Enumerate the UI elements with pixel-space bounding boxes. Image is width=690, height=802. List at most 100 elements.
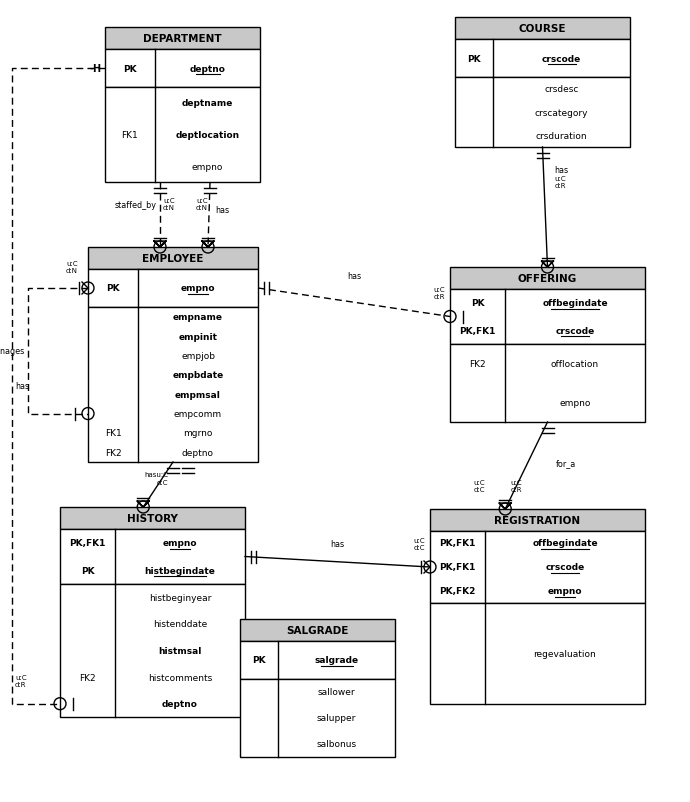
Bar <box>450 290 645 345</box>
Text: d:C: d:C <box>157 480 168 485</box>
Text: offbegindate: offbegindate <box>542 299 608 308</box>
Text: u:C
d:C: u:C d:C <box>413 537 425 550</box>
Text: PK,FK1: PK,FK1 <box>440 563 475 572</box>
Text: crsdesc: crsdesc <box>544 85 579 94</box>
Bar <box>430 532 645 603</box>
Bar <box>240 619 395 642</box>
Text: hasu:C: hasu:C <box>144 472 168 477</box>
Text: sallower: sallower <box>317 687 355 697</box>
Text: histbeginyear: histbeginyear <box>149 593 211 602</box>
Bar <box>455 78 630 148</box>
Text: DEPARTMENT: DEPARTMENT <box>144 34 221 44</box>
Bar <box>105 28 260 50</box>
Text: deptno: deptno <box>190 64 226 74</box>
Text: mgrno: mgrno <box>184 429 213 438</box>
Text: FK2: FK2 <box>79 673 96 682</box>
Text: EMPLOYEE: EMPLOYEE <box>142 253 204 264</box>
Bar <box>450 345 645 423</box>
Text: offlocation: offlocation <box>551 359 599 369</box>
Text: salupper: salupper <box>317 714 356 723</box>
Text: FK1: FK1 <box>121 131 139 140</box>
Text: PK: PK <box>81 566 95 575</box>
Text: empno: empno <box>163 539 197 548</box>
Text: REGISTRATION: REGISTRATION <box>495 516 580 525</box>
Text: deptname: deptname <box>181 99 233 108</box>
Bar <box>60 529 245 585</box>
Text: PK: PK <box>467 55 481 63</box>
Text: u:C
d:N: u:C d:N <box>66 261 78 273</box>
Text: crsduration: crsduration <box>535 132 587 140</box>
Text: u:C
d:R: u:C d:R <box>15 674 27 687</box>
Text: PK,FK1: PK,FK1 <box>440 539 475 548</box>
Text: has: has <box>347 272 361 281</box>
Text: empinit: empinit <box>179 332 217 341</box>
Text: deptlocation: deptlocation <box>175 131 239 140</box>
Text: has: has <box>215 206 229 215</box>
Bar <box>105 88 260 183</box>
Text: -H: -H <box>90 64 102 74</box>
Text: staffed_by: staffed_by <box>115 200 157 210</box>
Bar <box>105 50 260 88</box>
Text: empno: empno <box>181 284 215 294</box>
Text: has: has <box>331 540 344 549</box>
Text: SALGRADE: SALGRADE <box>286 626 348 635</box>
Text: u:C
d:C: u:C d:C <box>473 480 485 492</box>
Bar <box>88 269 258 308</box>
Text: crscode: crscode <box>545 563 584 572</box>
Bar <box>60 585 245 717</box>
Bar <box>60 508 245 529</box>
Text: empjob: empjob <box>181 351 215 360</box>
Text: HISTORY: HISTORY <box>127 513 178 524</box>
Text: empno: empno <box>548 587 582 596</box>
Text: regevaluation: regevaluation <box>533 649 596 658</box>
Text: deptno: deptno <box>162 699 198 708</box>
Bar <box>430 603 645 704</box>
Text: empbdate: empbdate <box>172 371 224 380</box>
Text: empmsal: empmsal <box>175 391 221 399</box>
Text: crscode: crscode <box>542 55 581 63</box>
Text: has: has <box>15 382 29 391</box>
Text: empname: empname <box>173 313 223 322</box>
Text: COURSE: COURSE <box>519 24 566 34</box>
Bar <box>240 642 395 679</box>
Text: PK: PK <box>106 284 120 294</box>
Text: crscategory: crscategory <box>535 108 589 117</box>
Text: OFFERING: OFFERING <box>518 273 577 284</box>
Text: has: has <box>555 166 569 175</box>
Text: PK: PK <box>252 656 266 665</box>
Text: offbegindate: offbegindate <box>532 539 598 548</box>
Text: manages: manages <box>0 346 25 356</box>
Bar <box>240 679 395 757</box>
Text: FK2: FK2 <box>105 448 121 457</box>
Text: PK,FK1: PK,FK1 <box>460 326 495 335</box>
Text: deptno: deptno <box>182 448 214 457</box>
Text: empcomm: empcomm <box>174 410 222 419</box>
Text: salbonus: salbonus <box>317 739 357 748</box>
Text: histenddate: histenddate <box>153 620 207 629</box>
Text: PK: PK <box>124 64 137 74</box>
Text: histcomments: histcomments <box>148 673 212 682</box>
Bar <box>455 18 630 40</box>
Text: crscode: crscode <box>555 326 595 335</box>
Text: FK1: FK1 <box>105 429 121 438</box>
Text: histmsal: histmsal <box>158 646 201 655</box>
Bar <box>455 40 630 78</box>
Text: histbegindate: histbegindate <box>145 566 215 575</box>
Bar <box>88 248 258 269</box>
Text: u:C
d:N: u:C d:N <box>196 198 208 211</box>
Text: for_a: for_a <box>555 459 575 468</box>
Bar <box>430 509 645 532</box>
Text: u:C
d:R: u:C d:R <box>555 176 566 188</box>
Text: u:C
d:N: u:C d:N <box>163 198 175 211</box>
Bar <box>450 268 645 290</box>
Text: u:C
d:R: u:C d:R <box>433 287 445 300</box>
Text: empno: empno <box>560 399 591 407</box>
Bar <box>88 308 258 463</box>
Text: salgrade: salgrade <box>315 656 359 665</box>
Text: empno: empno <box>192 163 223 172</box>
Text: PK,FK1: PK,FK1 <box>69 539 106 548</box>
Text: FK2: FK2 <box>469 359 486 369</box>
Text: PK,FK2: PK,FK2 <box>440 587 475 596</box>
Text: PK: PK <box>471 299 484 308</box>
Text: u:C
d:R: u:C d:R <box>510 480 522 492</box>
